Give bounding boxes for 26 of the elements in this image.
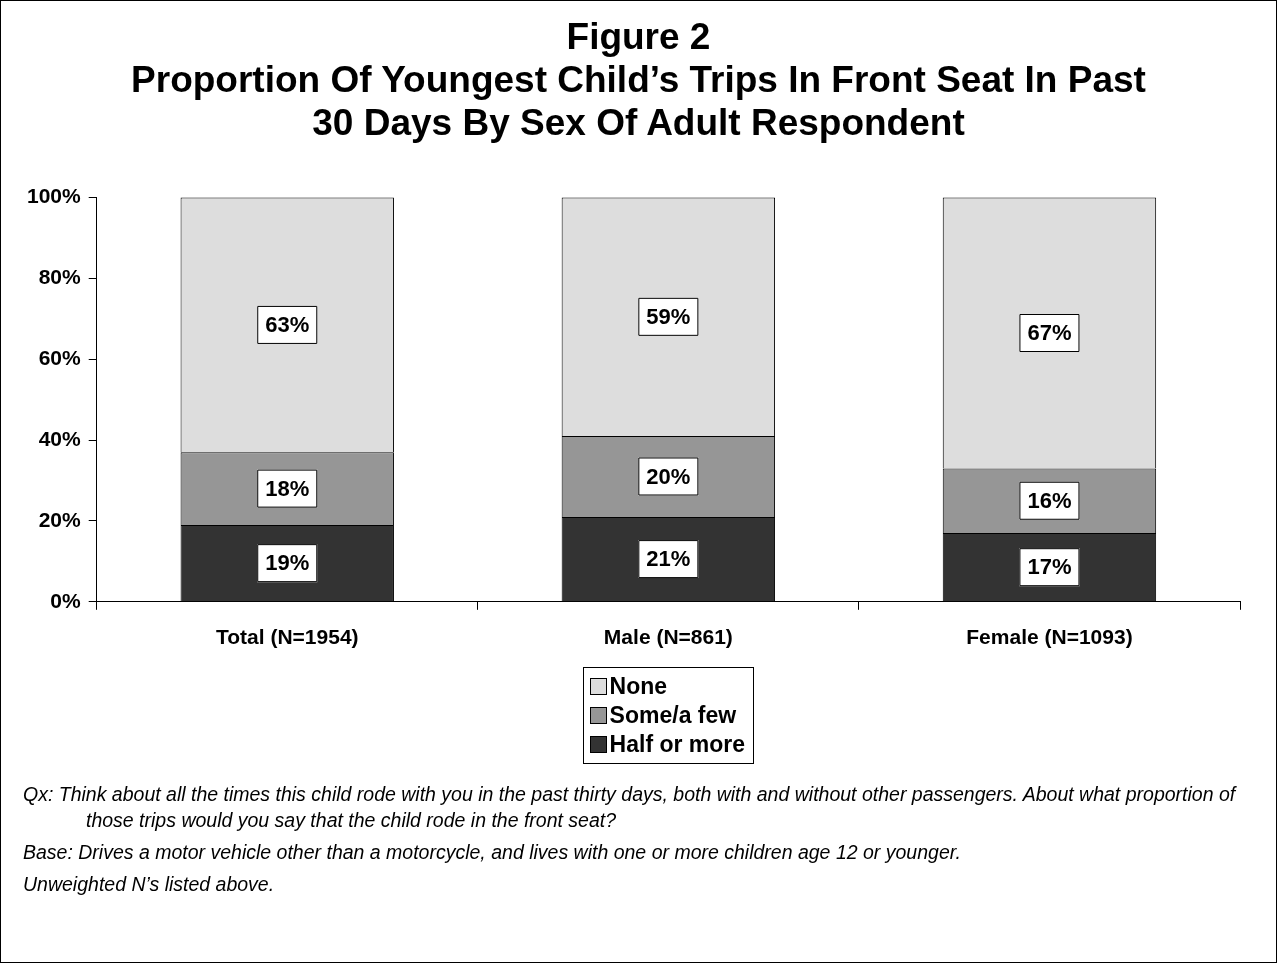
chart-title: Figure 2 [565, 15, 712, 58]
y-tick-label: 0% [50, 588, 82, 612]
data-label: 63% [265, 311, 310, 337]
y-tick-label: 40% [38, 426, 82, 450]
data-label: 17% [1027, 554, 1072, 580]
y-tick-label: 100% [26, 184, 82, 208]
y-tick-label: 20% [38, 507, 82, 531]
data-label: 18% [265, 475, 310, 501]
y-tick-label: 80% [38, 265, 82, 289]
legend-label: Half or more [609, 730, 746, 759]
legend-label: Some/a few [609, 701, 737, 730]
data-label: 67% [1027, 320, 1072, 346]
legend-label: None [609, 672, 668, 701]
y-tick-label: 60% [38, 346, 82, 370]
data-label: 16% [1027, 487, 1072, 513]
x-tick-label: Total (N=1954) [215, 625, 359, 649]
chart-subtitle: Proportion Of Youngest Child’s Trips In Front Seat In Past 30 Days By Sex Of Adult Respondent [130, 58, 1147, 144]
data-label: 21% [646, 546, 691, 572]
text: Base: Drives a motor vehicle other than a motorcycle, and lives with one or more children age 12 or younger. [23, 840, 962, 865]
data-label: 59% [646, 303, 691, 329]
x-tick-label: Male (N=861) [603, 625, 733, 649]
data-label: 20% [646, 463, 691, 489]
x-tick-label: Female (N=1093) [966, 625, 1133, 649]
data-label: 19% [265, 550, 310, 576]
text: Qx: Think about all the times this child rode with you in the past thirty days, both with and without other passengers. About what proportion of those trips would you say that the child rode in the front seat? [23, 782, 1238, 833]
text: Unweighted N’s listed above. [23, 872, 276, 897]
